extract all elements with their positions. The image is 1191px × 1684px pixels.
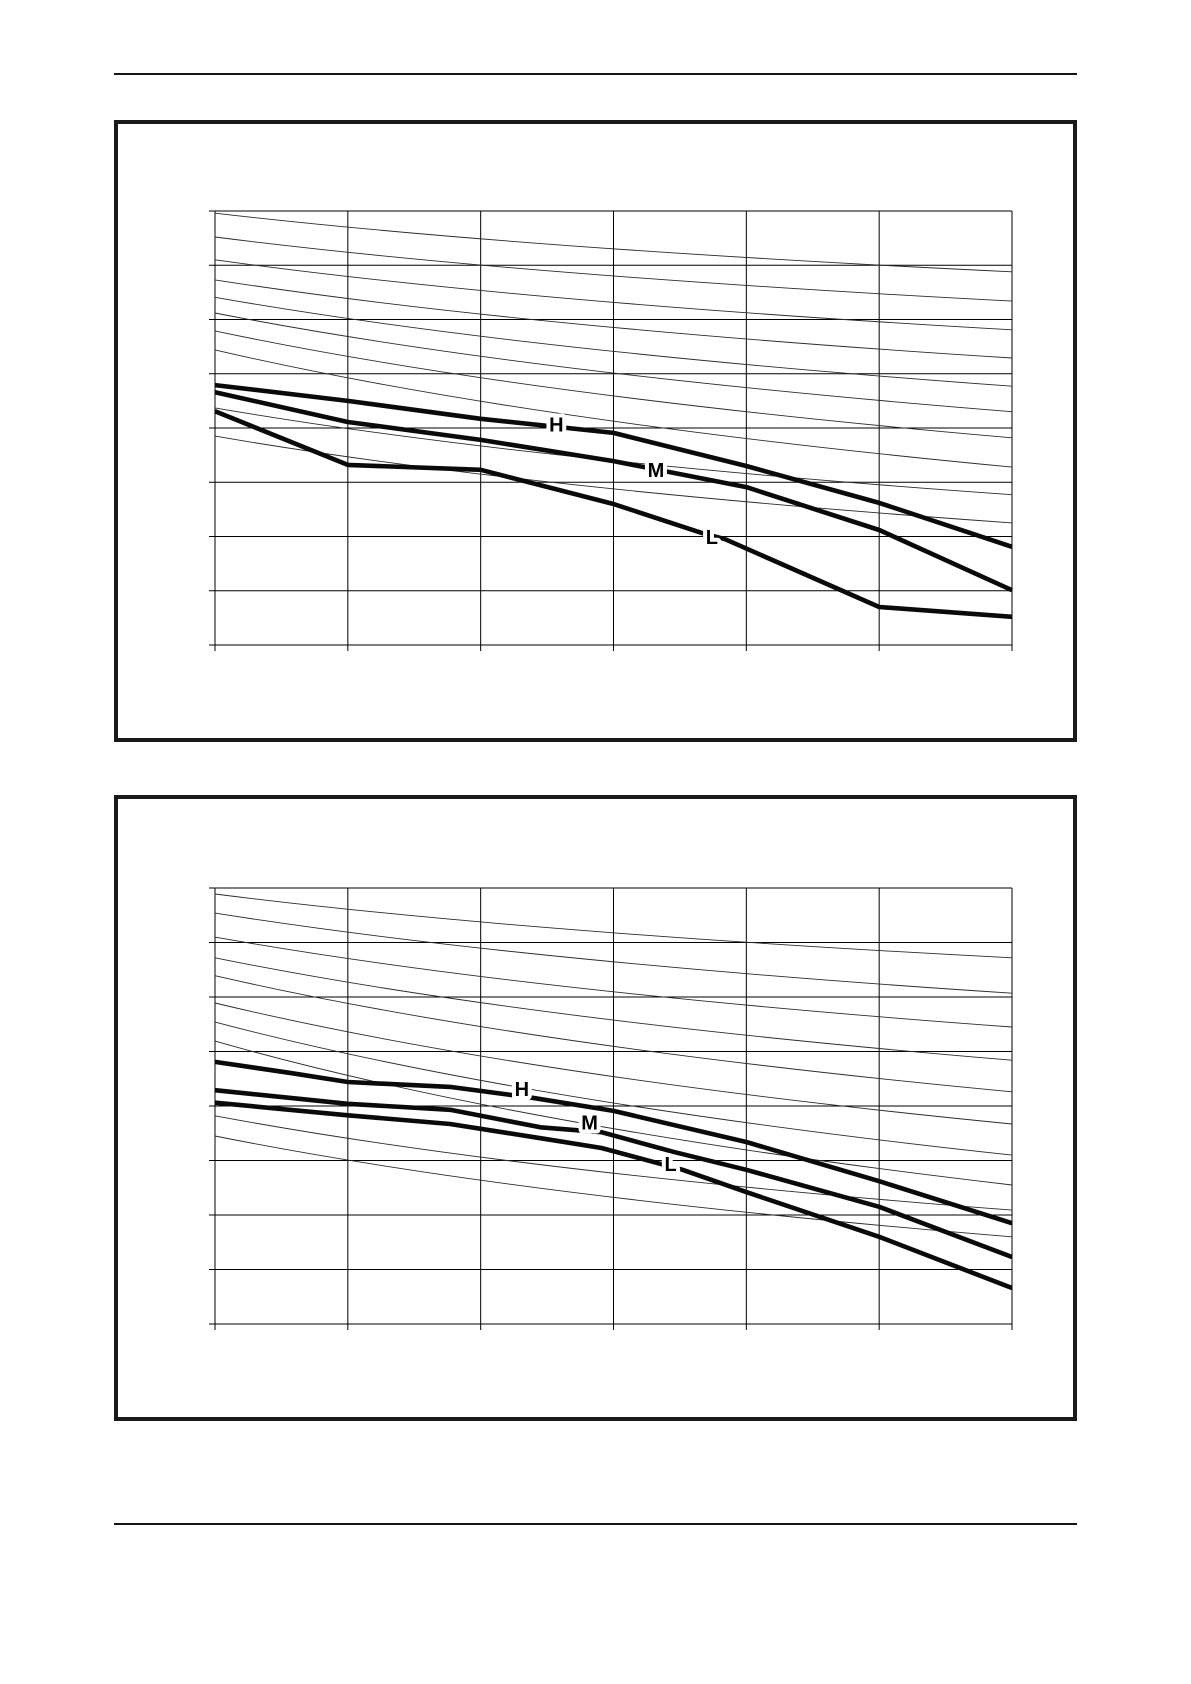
fan-curve-line xyxy=(214,1115,1013,1211)
series-H-label: H xyxy=(515,1079,529,1101)
fan-curves-chart-bottom: H M L xyxy=(209,887,1013,1330)
fan-curve-line xyxy=(214,296,1013,387)
footer-rule xyxy=(114,1523,1077,1525)
series-M-label: M xyxy=(581,1112,598,1134)
fan-curve-line xyxy=(214,893,1013,959)
fan-curve-line xyxy=(214,1135,1013,1238)
fan-curve-line xyxy=(214,312,1013,413)
fan-curve-line xyxy=(214,912,1013,994)
fan-curve-line xyxy=(214,957,1013,1061)
speed-series-lines xyxy=(214,382,1013,620)
series-labels: H M L xyxy=(511,1075,681,1180)
chart-panel-bottom: H M L xyxy=(114,795,1077,1421)
fan-curve-line xyxy=(214,1040,1013,1186)
series-L-line xyxy=(214,409,1013,620)
fan-curve-line xyxy=(214,212,1013,273)
fan-curve-line xyxy=(214,1002,1013,1125)
series-H-line xyxy=(214,1059,1013,1226)
series-M-label: M xyxy=(648,460,665,482)
series-M-line xyxy=(214,1087,1013,1260)
series-L-line xyxy=(214,1100,1013,1291)
fan-curve-line xyxy=(214,936,1013,1028)
series-H-line xyxy=(214,382,1013,549)
fan-curve-line xyxy=(214,1021,1013,1156)
header-rule xyxy=(114,73,1077,75)
series-L-label: L xyxy=(664,1154,676,1176)
series-H-label: H xyxy=(549,414,563,436)
fan-curve-line xyxy=(214,259,1013,331)
speed-series-lines xyxy=(214,1059,1013,1291)
fan-curve-line xyxy=(214,236,1013,302)
fan-curve-line xyxy=(214,330,1013,439)
fan-curves-chart-top: H M L xyxy=(209,210,1013,651)
series-L-label: L xyxy=(706,527,718,549)
fan-curve-line xyxy=(214,279,1013,359)
series-M-line xyxy=(214,389,1013,593)
series-labels: H M L xyxy=(545,410,722,553)
fan-curve-line xyxy=(214,435,1013,524)
fan-curve-line xyxy=(214,975,1013,1093)
chart-panel-top: H M L xyxy=(114,120,1077,742)
fan-curves xyxy=(214,893,1013,1238)
fan-curve-line xyxy=(214,349,1013,468)
